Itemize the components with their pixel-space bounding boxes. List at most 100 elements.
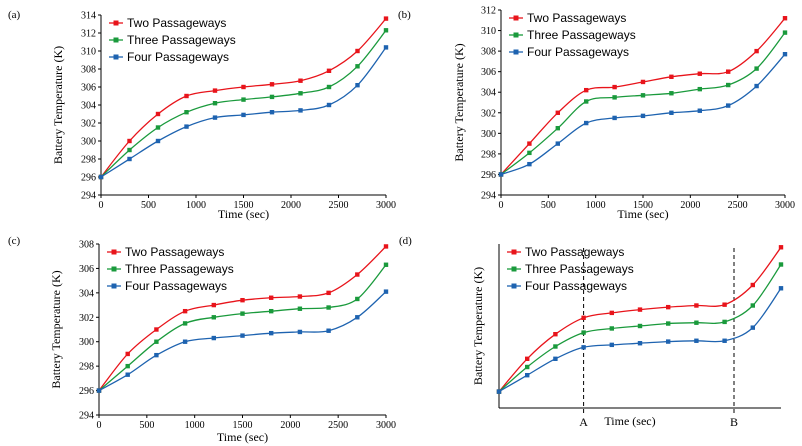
data-point — [241, 112, 246, 118]
x-tick-label: 1500 — [233, 420, 253, 431]
data-point — [240, 333, 245, 338]
data-point — [612, 95, 617, 100]
data-point — [640, 93, 646, 98]
legend-label: Four Passageways — [525, 279, 627, 293]
data-point — [498, 172, 504, 177]
data-point — [269, 330, 274, 336]
legend-label: Four Passageways — [127, 50, 229, 64]
data-point — [211, 315, 216, 320]
data-point — [383, 16, 389, 21]
data-point — [750, 325, 755, 330]
data-point — [269, 110, 275, 115]
data-point — [778, 262, 784, 267]
data-point — [527, 141, 532, 146]
data-point — [383, 28, 389, 33]
y-tick-label: 298 — [81, 155, 96, 166]
data-point — [778, 245, 784, 250]
data-point — [726, 69, 731, 74]
data-point — [750, 282, 755, 288]
data-point — [298, 91, 303, 96]
data-point — [326, 68, 332, 73]
data-point — [584, 120, 589, 126]
data-point — [155, 138, 161, 144]
panel-2: (b) 294 296 298 300 302 304 306 308 310 312 0 500 100… — [398, 6, 795, 222]
data-point — [525, 356, 530, 361]
legend-marker — [511, 249, 517, 255]
legend-label: Two Passageways — [127, 16, 226, 30]
data-point — [778, 286, 784, 291]
data-point — [637, 323, 643, 329]
y-tick-label: 302 — [81, 119, 96, 130]
data-point — [212, 88, 218, 93]
data-point — [125, 363, 130, 369]
data-point — [669, 110, 674, 115]
marker-label-A: A — [579, 415, 588, 429]
data-point — [297, 329, 303, 335]
legend-marker — [111, 266, 117, 272]
legend-label: Two Passageways — [125, 245, 224, 259]
y-axis-label: Battery Temperature (K) — [471, 267, 485, 385]
x-tick-label: 2500 — [728, 200, 748, 211]
data-point — [694, 303, 699, 308]
series-line — [498, 287, 782, 393]
data-point — [669, 91, 674, 96]
y-tick-label: 312 — [81, 29, 96, 40]
legend-label: Two Passageways — [527, 11, 626, 25]
marker-label-B: B — [730, 415, 738, 429]
x-tick-label: 3000 — [775, 200, 795, 211]
legend-marker — [513, 49, 519, 55]
x-axis-label: Time (sec) — [604, 414, 655, 428]
data-point — [555, 125, 560, 131]
data-point — [697, 86, 702, 92]
data-point — [383, 244, 389, 249]
data-point — [666, 304, 671, 310]
y-tick-label: 296 — [79, 386, 94, 397]
data-point — [697, 108, 702, 113]
data-point — [298, 108, 303, 113]
legend-label: Three Passageways — [125, 262, 234, 276]
data-point — [326, 305, 331, 310]
y-tick-label: 314 — [81, 11, 96, 22]
data-point — [127, 138, 132, 144]
data-point — [527, 161, 532, 167]
legend-label: Three Passageways — [525, 262, 634, 276]
y-tick-label: 294 — [79, 411, 94, 422]
x-tick-label: 500 — [141, 200, 156, 211]
data-point — [355, 48, 360, 54]
data-point — [383, 45, 389, 50]
data-point — [581, 345, 586, 350]
data-point — [125, 372, 130, 377]
data-point — [269, 295, 274, 300]
data-point — [584, 87, 589, 93]
data-point — [240, 297, 245, 303]
x-tick-label: 500 — [139, 420, 154, 431]
data-point — [211, 302, 216, 308]
data-point — [155, 125, 161, 130]
x-tick-label: 0 — [97, 420, 102, 431]
y-tick-label: 304 — [79, 288, 94, 299]
data-point — [553, 344, 558, 349]
y-tick-label: 308 — [79, 240, 94, 251]
data-point — [609, 326, 614, 331]
data-point — [584, 99, 589, 104]
x-tick-label: 1000 — [185, 420, 205, 431]
y-tick-label: 304 — [481, 88, 496, 99]
y-axis-label: Battery Temperature (K) — [51, 46, 65, 164]
data-point — [383, 289, 389, 294]
x-axis-label: Time (sec) — [617, 207, 668, 221]
panel-label: (d) — [399, 235, 412, 247]
data-point — [184, 93, 189, 99]
data-point — [355, 296, 360, 302]
data-point — [241, 97, 246, 102]
data-point — [127, 147, 132, 153]
y-tick-label: 308 — [81, 65, 96, 76]
data-point — [722, 319, 727, 325]
data-point — [184, 124, 189, 129]
legend-label: Three Passageways — [527, 28, 636, 42]
y-tick-label: 310 — [481, 26, 496, 37]
x-tick-label: 500 — [541, 200, 556, 211]
legend-marker — [511, 283, 517, 289]
data-point — [182, 321, 188, 326]
data-point — [125, 351, 130, 357]
data-point — [298, 78, 303, 83]
